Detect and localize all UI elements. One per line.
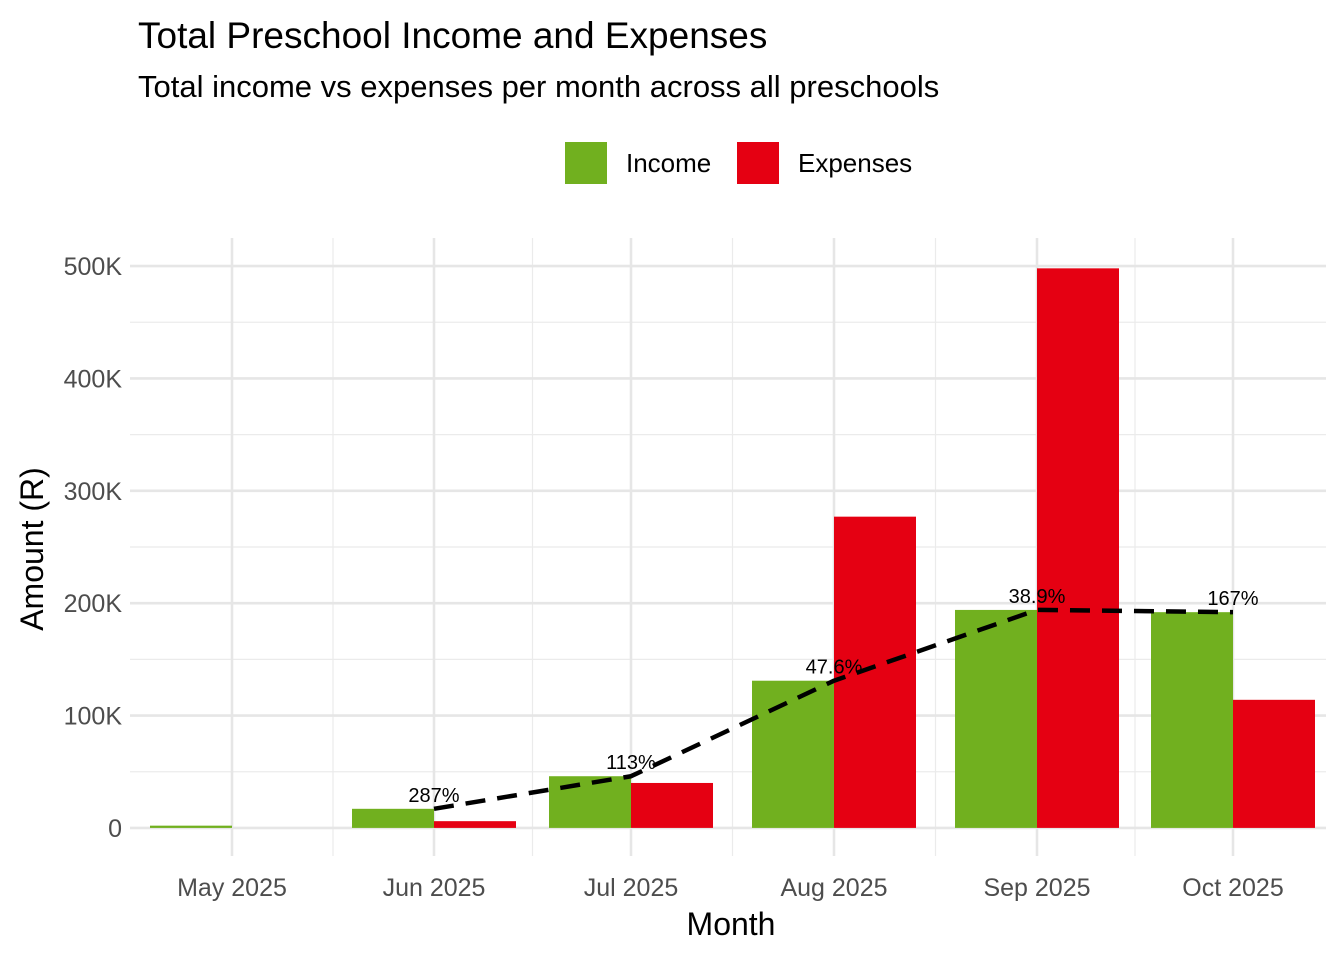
y-tick-label: 400K <box>64 365 123 393</box>
ratio-label: 47.6% <box>806 657 863 679</box>
ratio-label: 113% <box>606 752 656 774</box>
x-axis-title: Month <box>687 906 776 942</box>
y-axis-title: Amount (R) <box>14 467 50 631</box>
data-labels: 287% 113% 47.6% 38.9% 167% <box>408 586 1258 807</box>
y-tick-label: 300K <box>64 478 123 506</box>
x-tick-label: Jun 2025 <box>383 874 486 902</box>
bar-income-aug-2025 <box>752 680 834 828</box>
chart-title: Total Preschool Income and Expenses <box>138 15 767 56</box>
grid <box>130 238 1326 856</box>
bars <box>150 268 1315 828</box>
ratio-label: 287% <box>408 785 459 807</box>
bar-income-jul-2025 <box>549 776 631 828</box>
bar-expenses-oct-2025 <box>1233 699 1315 828</box>
bar-expenses-aug-2025 <box>834 516 916 828</box>
bar-expenses-jul-2025 <box>631 782 713 828</box>
bar-income-sep-2025 <box>955 609 1037 828</box>
ratio-label: 167% <box>1207 588 1258 610</box>
legend: Income Expenses <box>565 142 912 184</box>
bar-income-jun-2025 <box>352 808 434 828</box>
ratio-line <box>433 607 1234 812</box>
x-tick-label: Sep 2025 <box>983 874 1090 902</box>
x-tick-label: Aug 2025 <box>780 874 887 902</box>
bar-income-may-2025 <box>150 825 232 828</box>
ratio-label: 38.9% <box>1009 586 1066 608</box>
y-tick-label: 200K <box>64 590 123 618</box>
x-axis: May 2025 Jun 2025 Jul 2025 Aug 2025 Sep 2025… <box>177 874 1284 902</box>
bar-income-oct-2025 <box>1151 612 1233 828</box>
bar-expenses-sep-2025 <box>1037 268 1119 828</box>
ratio-line-path <box>433 607 1234 812</box>
bar-expenses-jun-2025 <box>434 821 516 828</box>
legend-label-expenses: Expenses <box>798 148 912 178</box>
x-tick-label: May 2025 <box>177 874 287 902</box>
x-tick-label: Oct 2025 <box>1182 874 1283 902</box>
legend-label-income: Income <box>626 148 711 178</box>
chart-subtitle: Total income vs expenses per month acros… <box>138 69 939 104</box>
y-tick-label: 0 <box>108 815 122 843</box>
y-tick-label: 100K <box>64 703 123 731</box>
y-tick-label: 500K <box>64 253 123 281</box>
y-axis: 0 100K 200K 300K 400K 500K <box>64 253 123 843</box>
legend-swatch-expenses <box>737 142 779 184</box>
legend-swatch-income <box>565 142 607 184</box>
x-tick-label: Jul 2025 <box>584 874 679 902</box>
